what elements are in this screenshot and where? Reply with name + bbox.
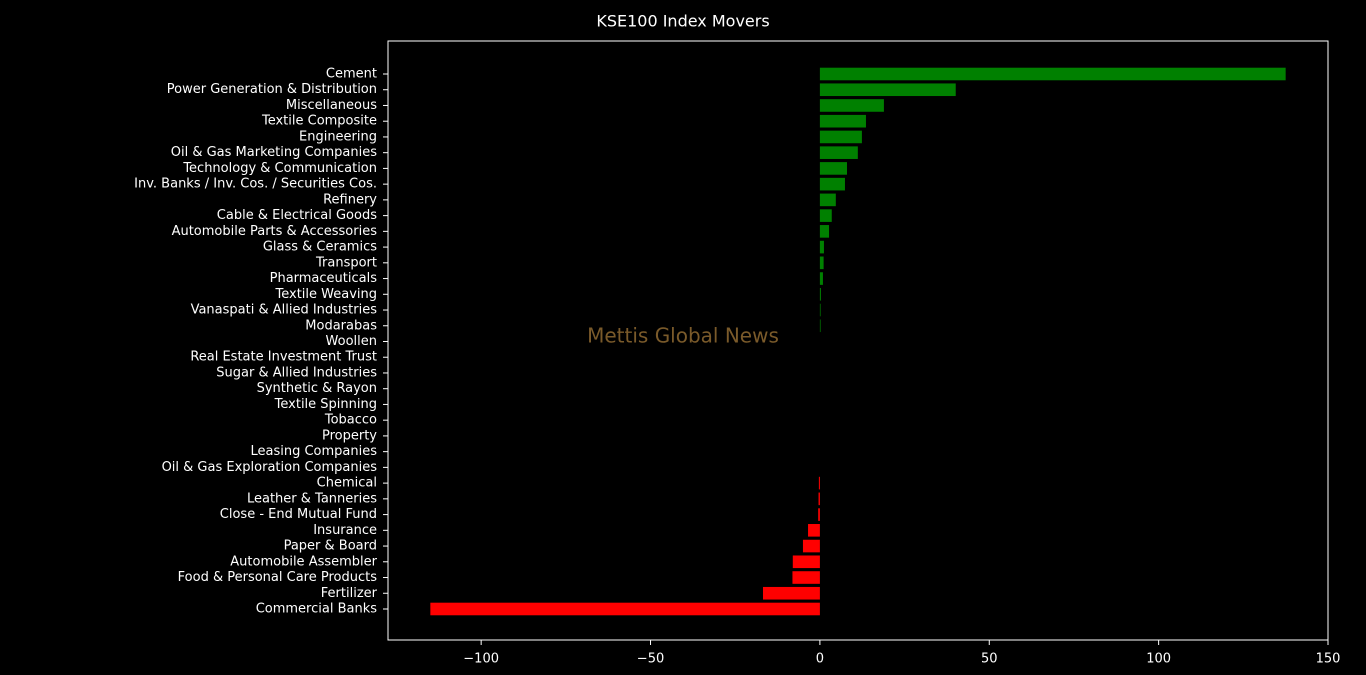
bar (819, 240, 824, 254)
y-tick-label: Leasing Companies (250, 444, 377, 459)
y-tick-label: Transport (315, 255, 377, 270)
y-tick-label: Cement (326, 67, 377, 82)
bar (819, 225, 830, 238)
y-tick-label: Technology & Communication (182, 161, 377, 176)
y-tick-label: Real Estate Investment Trust (190, 350, 377, 365)
y-tick-label: Power Generation & Distribution (167, 82, 377, 97)
y-tick-label: Automobile Assembler (230, 554, 377, 569)
y-tick-label: Commercial Banks (256, 601, 378, 616)
y-tick-label: Tobacco (324, 413, 377, 428)
bar (818, 476, 820, 490)
chart-title: KSE100 Index Movers (596, 12, 769, 31)
bar (819, 287, 821, 301)
y-tick-label: Vanaspati & Allied Industries (191, 303, 378, 318)
bar (792, 571, 820, 584)
y-tick-label: Leather & Tanneries (247, 491, 377, 506)
bar (792, 555, 820, 569)
x-tick-label: 100 (1146, 652, 1171, 667)
y-tick-label: Oil & Gas Exploration Companies (162, 460, 378, 475)
y-tick-label: Miscellaneous (286, 98, 377, 113)
y-tick-label: Property (322, 428, 377, 443)
x-tick-label: 50 (981, 652, 998, 667)
y-tick-label: Cable & Electrical Goods (217, 208, 377, 223)
bar (808, 524, 820, 537)
bar (818, 508, 820, 521)
y-tick-label: Paper & Board (284, 539, 377, 554)
y-tick-label: Refinery (323, 192, 377, 207)
watermark: Mettis Global News (587, 324, 779, 348)
bar (819, 272, 823, 285)
y-tick-label: Textile Composite (261, 114, 377, 129)
bar (819, 130, 862, 144)
y-tick-label: Fertilizer (321, 586, 378, 601)
bar (819, 162, 847, 175)
bar (819, 114, 866, 128)
x-tick-label: −100 (463, 652, 499, 667)
bar (819, 193, 836, 207)
y-tick-label: Engineering (299, 129, 377, 144)
bar (819, 83, 956, 97)
bar (819, 256, 824, 270)
bar (819, 99, 884, 112)
y-tick-label: Chemical (317, 476, 377, 491)
bar (819, 67, 1286, 81)
bar (819, 209, 832, 222)
y-tick-label: Woollen (326, 334, 377, 349)
y-tick-label: Food & Personal Care Products (178, 570, 378, 585)
bar (802, 539, 820, 553)
y-tick-label: Sugar & Allied Industries (216, 365, 377, 380)
y-tick-label: Close - End Mutual Fund (220, 507, 377, 522)
y-tick-label: Oil & Gas Marketing Companies (171, 145, 377, 160)
bar (819, 303, 821, 317)
y-tick-label: Modarabas (305, 318, 377, 333)
plot-frame (387, 40, 1329, 641)
y-tick-label: Textile Spinning (274, 397, 377, 412)
x-tick-label: 0 (816, 652, 824, 667)
bar (762, 586, 820, 600)
bar (819, 146, 858, 159)
y-tick-label: Automobile Parts & Accessories (172, 224, 378, 239)
bar (818, 492, 820, 506)
y-tick-label: Pharmaceuticals (270, 271, 378, 286)
x-tick-label: 150 (1316, 652, 1341, 667)
x-tick-label: −50 (637, 652, 664, 667)
y-tick-label: Insurance (313, 523, 377, 538)
y-tick-label: Synthetic & Rayon (257, 381, 377, 396)
bar (430, 602, 820, 616)
y-tick-label: Textile Weaving (275, 287, 378, 302)
bar (819, 319, 821, 333)
y-tick-label: Glass & Ceramics (263, 240, 377, 255)
y-tick-label: Inv. Banks / Inv. Cos. / Securities Cos. (134, 177, 377, 192)
bar (819, 177, 845, 191)
